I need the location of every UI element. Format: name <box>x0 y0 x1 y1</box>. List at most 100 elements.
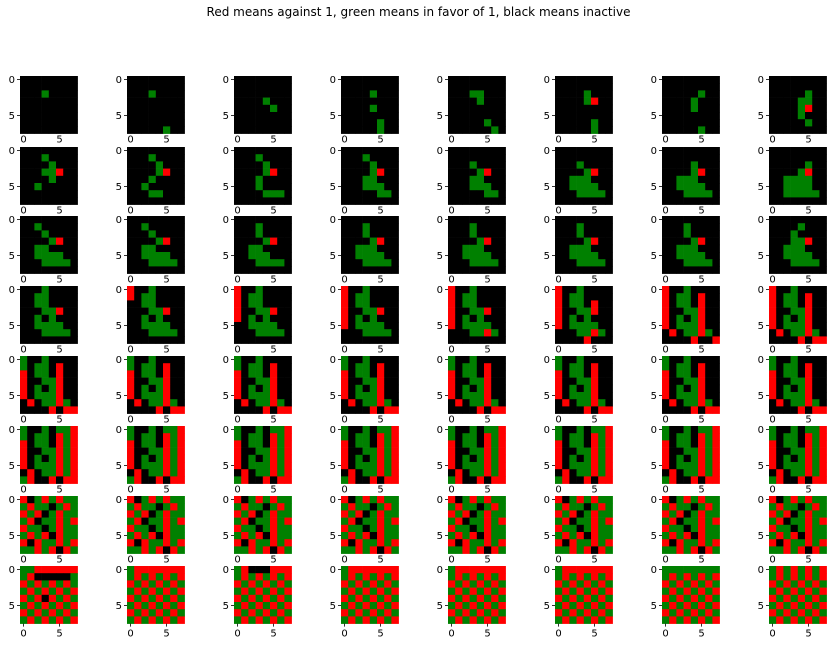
heatmap-cell <box>70 154 78 162</box>
heatmap-cell <box>476 104 485 113</box>
heatmap-cell <box>569 609 577 617</box>
heatmap-cell <box>277 532 285 540</box>
heatmap-cell <box>583 510 592 518</box>
heatmap-cell <box>812 496 820 504</box>
heatmap-cell <box>555 580 563 588</box>
heatmap-cell <box>576 532 585 540</box>
heatmap-cell <box>576 119 585 127</box>
heatmap-cell <box>576 175 585 184</box>
heatmap-cell <box>384 223 392 231</box>
heatmap-cell <box>812 83 820 91</box>
heatmap-cell <box>134 216 142 224</box>
heatmap-cell <box>676 293 684 301</box>
heatmap-cell <box>262 426 271 434</box>
heatmap-cell <box>20 510 28 518</box>
heatmap-cell <box>377 594 385 603</box>
heatmap-cell <box>676 237 684 246</box>
heatmap-cell <box>812 336 820 344</box>
heatmap-cell <box>177 496 185 504</box>
heatmap-cell <box>705 469 713 477</box>
heatmap-cell <box>662 539 670 547</box>
heatmap-cell <box>177 546 185 554</box>
heatmap-cell <box>669 307 677 316</box>
heatmap-cell <box>391 616 399 624</box>
heatmap-cell <box>155 503 164 511</box>
heatmap-cell <box>812 329 820 337</box>
heatmap-cell <box>70 266 78 274</box>
heatmap-cell <box>262 594 271 603</box>
heatmap-cell <box>34 300 42 308</box>
heatmap-cell <box>676 76 684 84</box>
heatmap-cell <box>498 546 506 554</box>
heatmap-cell <box>41 336 50 344</box>
heatmap-cell <box>676 216 684 224</box>
heatmap-cell <box>683 609 692 617</box>
heatmap-cell <box>676 469 684 477</box>
heatmap-cell <box>783 503 791 511</box>
heatmap-cell <box>134 399 142 407</box>
heatmap-cell <box>462 433 470 441</box>
heatmap-cell <box>134 154 142 162</box>
heatmap-cell <box>676 126 684 134</box>
y-tick-label: 0 <box>437 286 443 296</box>
heatmap-cell <box>591 259 599 267</box>
heatmap-cell <box>562 223 570 231</box>
x-tick-label: 0 <box>448 415 454 426</box>
heatmap-cell <box>63 462 71 470</box>
heatmap-cell <box>141 175 149 184</box>
heatmap-cell <box>555 426 563 434</box>
heatmap-cell <box>662 314 670 323</box>
heatmap-cell <box>277 566 285 574</box>
heatmap-cell <box>683 476 692 484</box>
heatmap-cell <box>262 266 271 274</box>
heatmap-cell <box>605 76 613 84</box>
heatmap-cell <box>698 223 706 231</box>
heatmap-cell <box>476 83 485 91</box>
heatmap-cell <box>790 356 799 364</box>
heatmap-cell <box>163 609 171 617</box>
heatmap-cell <box>127 112 135 120</box>
x-tick-label: 0 <box>769 135 775 146</box>
heatmap-cell <box>790 517 799 526</box>
heatmap-cell <box>805 426 813 434</box>
heatmap-cell <box>377 580 385 588</box>
heatmap-cell <box>277 126 285 134</box>
heatmap-cell <box>355 197 363 205</box>
heatmap-cell <box>341 244 349 253</box>
heatmap-cell <box>341 469 349 477</box>
heatmap-cell <box>805 496 813 504</box>
heatmap-cell <box>690 259 699 267</box>
heatmap-cell <box>598 90 606 98</box>
heatmap-cell <box>705 307 713 316</box>
heatmap-cell <box>783 286 791 294</box>
heatmap-cell <box>819 566 827 574</box>
y-tick-label: 0 <box>758 356 764 366</box>
heatmap-cell <box>155 594 164 603</box>
heatmap-cell <box>605 161 613 169</box>
heatmap-cell <box>805 329 813 337</box>
heatmap-cell <box>48 154 57 162</box>
heatmap-cell <box>384 293 392 301</box>
heatmap-cell <box>48 566 57 574</box>
heatmap-cell <box>805 370 813 378</box>
heatmap-cell <box>455 566 463 574</box>
heatmap-cell <box>448 406 456 414</box>
heatmap-cell <box>284 469 292 477</box>
heatmap-cell <box>776 469 784 477</box>
heatmap-cell <box>148 454 157 463</box>
heatmap-cell <box>662 377 670 386</box>
heatmap-cell <box>234 469 242 477</box>
heatmap-cell <box>163 546 171 554</box>
heatmap-panel: 050 5 <box>437 76 506 146</box>
heatmap-cell <box>241 286 249 294</box>
heatmap-cell <box>348 314 356 323</box>
heatmap-cell <box>248 462 256 470</box>
heatmap-cell <box>177 104 185 113</box>
heatmap-cell <box>63 426 71 434</box>
heatmap-cell <box>34 244 42 253</box>
heatmap-cell <box>284 336 292 344</box>
heatmap-cell <box>384 524 392 533</box>
heatmap-cell <box>455 175 463 184</box>
heatmap-cell <box>348 384 356 393</box>
heatmap-cell <box>491 546 499 554</box>
